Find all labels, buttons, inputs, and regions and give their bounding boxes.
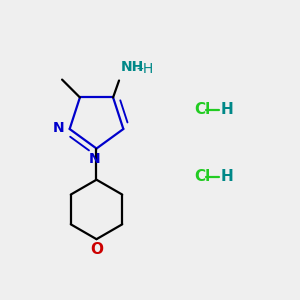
Text: NH: NH: [121, 60, 144, 74]
Text: N: N: [53, 121, 64, 135]
Text: O: O: [90, 242, 103, 256]
Text: Cl: Cl: [195, 102, 211, 117]
Text: N: N: [89, 152, 101, 166]
Text: Cl: Cl: [195, 169, 211, 184]
Text: H: H: [220, 102, 233, 117]
Text: –H: –H: [137, 62, 154, 76]
Text: H: H: [220, 169, 233, 184]
